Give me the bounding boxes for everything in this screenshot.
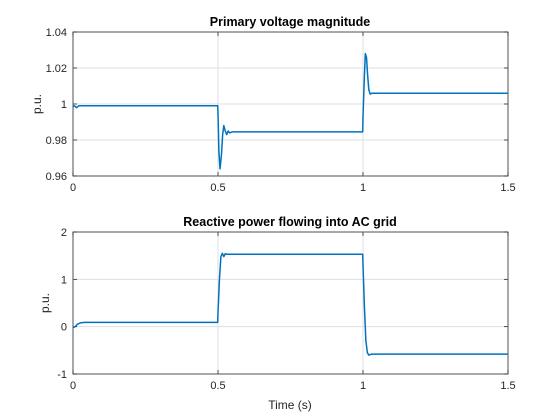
- reactive-chart-title: Reactive power flowing into AC grid: [183, 215, 396, 229]
- reactive-y-tick-label: 1: [61, 274, 67, 286]
- voltage-y-tick-label: 0.98: [46, 135, 67, 147]
- reactive-x-tick-label: 1: [360, 380, 366, 392]
- voltage-x-tick-label: 0: [70, 182, 76, 194]
- voltage-series-line: [72, 52, 508, 170]
- voltage-y-tick-label: 1.04: [46, 27, 67, 39]
- reactive-series-line: [72, 252, 508, 356]
- voltage-y-tick-label: 0.96: [46, 171, 67, 183]
- reactive-y-tick-label: -1: [57, 369, 67, 381]
- subplot-voltage: 0 0.5 1 1.5 0.96 0.98 1 1.02 1.04 Primary voltag…: [30, 15, 516, 194]
- reactive-y-tick-label: 0: [61, 322, 67, 334]
- voltage-grid: [73, 32, 508, 176]
- voltage-y-tick-label: 1.02: [46, 63, 67, 75]
- time-x-axis-label: Time (s): [268, 398, 312, 412]
- voltage-ticks: 0 0.5 1 1.5 0.96 0.98 1 1.02 1.04: [46, 27, 516, 194]
- reactive-x-tick-label: 0.5: [210, 380, 225, 392]
- axes-reactive-frame: [72, 231, 509, 375]
- voltage-x-tick-label: 0.5: [210, 182, 225, 194]
- reactive-y-axis-label: p.u.: [38, 293, 52, 313]
- voltage-series: [72, 52, 508, 170]
- reactive-y-tick-label: 2: [61, 227, 67, 239]
- voltage-x-tick-label: 1: [360, 182, 366, 194]
- reactive-x-tick-label: 0: [70, 380, 76, 392]
- voltage-y-tick-label: 1: [61, 99, 67, 111]
- voltage-chart-title: Primary voltage magnitude: [210, 15, 371, 29]
- voltage-y-axis-label: p.u.: [30, 94, 44, 114]
- reactive-series: [72, 252, 508, 356]
- reactive-x-tick-label: 1.5: [500, 380, 515, 392]
- voltage-x-tick-label: 1.5: [500, 182, 515, 194]
